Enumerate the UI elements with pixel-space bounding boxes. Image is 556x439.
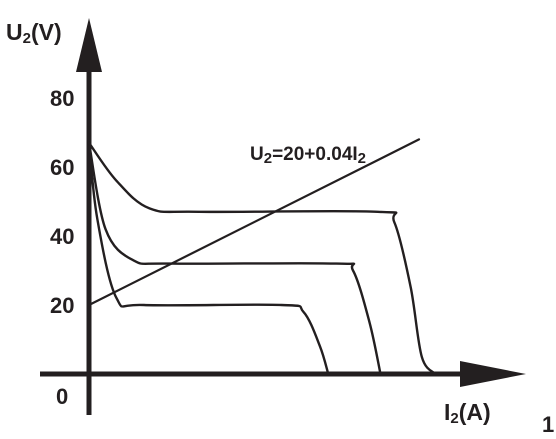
load-line-label-p1: U — [250, 144, 264, 165]
load-line-label-s1: 2 — [264, 150, 272, 167]
y-tick-labels: 20 40 60 80 — [50, 86, 74, 318]
load-line-label-p2: =20+0.04I — [272, 144, 358, 165]
characteristic-curve-2 — [87, 141, 382, 376]
x-axis-title: I2(A) — [444, 399, 491, 427]
load-line-label-s2: 2 — [358, 150, 366, 167]
y-axis-arrow — [76, 18, 102, 72]
y-tick-label: 40 — [50, 224, 74, 249]
x-axis-title-main: I — [444, 399, 450, 425]
y-axis-title: U2(V) — [6, 19, 62, 47]
y-axis-title-main: U — [6, 19, 23, 45]
load-line-group — [87, 138, 421, 307]
corner-number: 1 — [542, 412, 554, 437]
x-axis-title-sub: 2 — [450, 410, 458, 427]
y-tick-label: 20 — [50, 293, 74, 318]
y-axis-title-unit: (V) — [31, 19, 62, 45]
origin-label: 0 — [56, 384, 68, 409]
y-tick-label: 60 — [50, 155, 74, 180]
y-tick-label: 80 — [50, 86, 74, 111]
load-line-label: U2=20+0.04I2 — [250, 144, 366, 167]
characteristic-curves — [87, 141, 437, 376]
characteristic-curve-3 — [87, 141, 437, 376]
x-axis-arrow — [460, 361, 526, 387]
load-line — [87, 138, 421, 307]
characteristic-curve-1 — [87, 141, 330, 376]
x-axis-title-unit: (A) — [459, 399, 491, 425]
y-axis-title-sub: 2 — [23, 30, 31, 47]
